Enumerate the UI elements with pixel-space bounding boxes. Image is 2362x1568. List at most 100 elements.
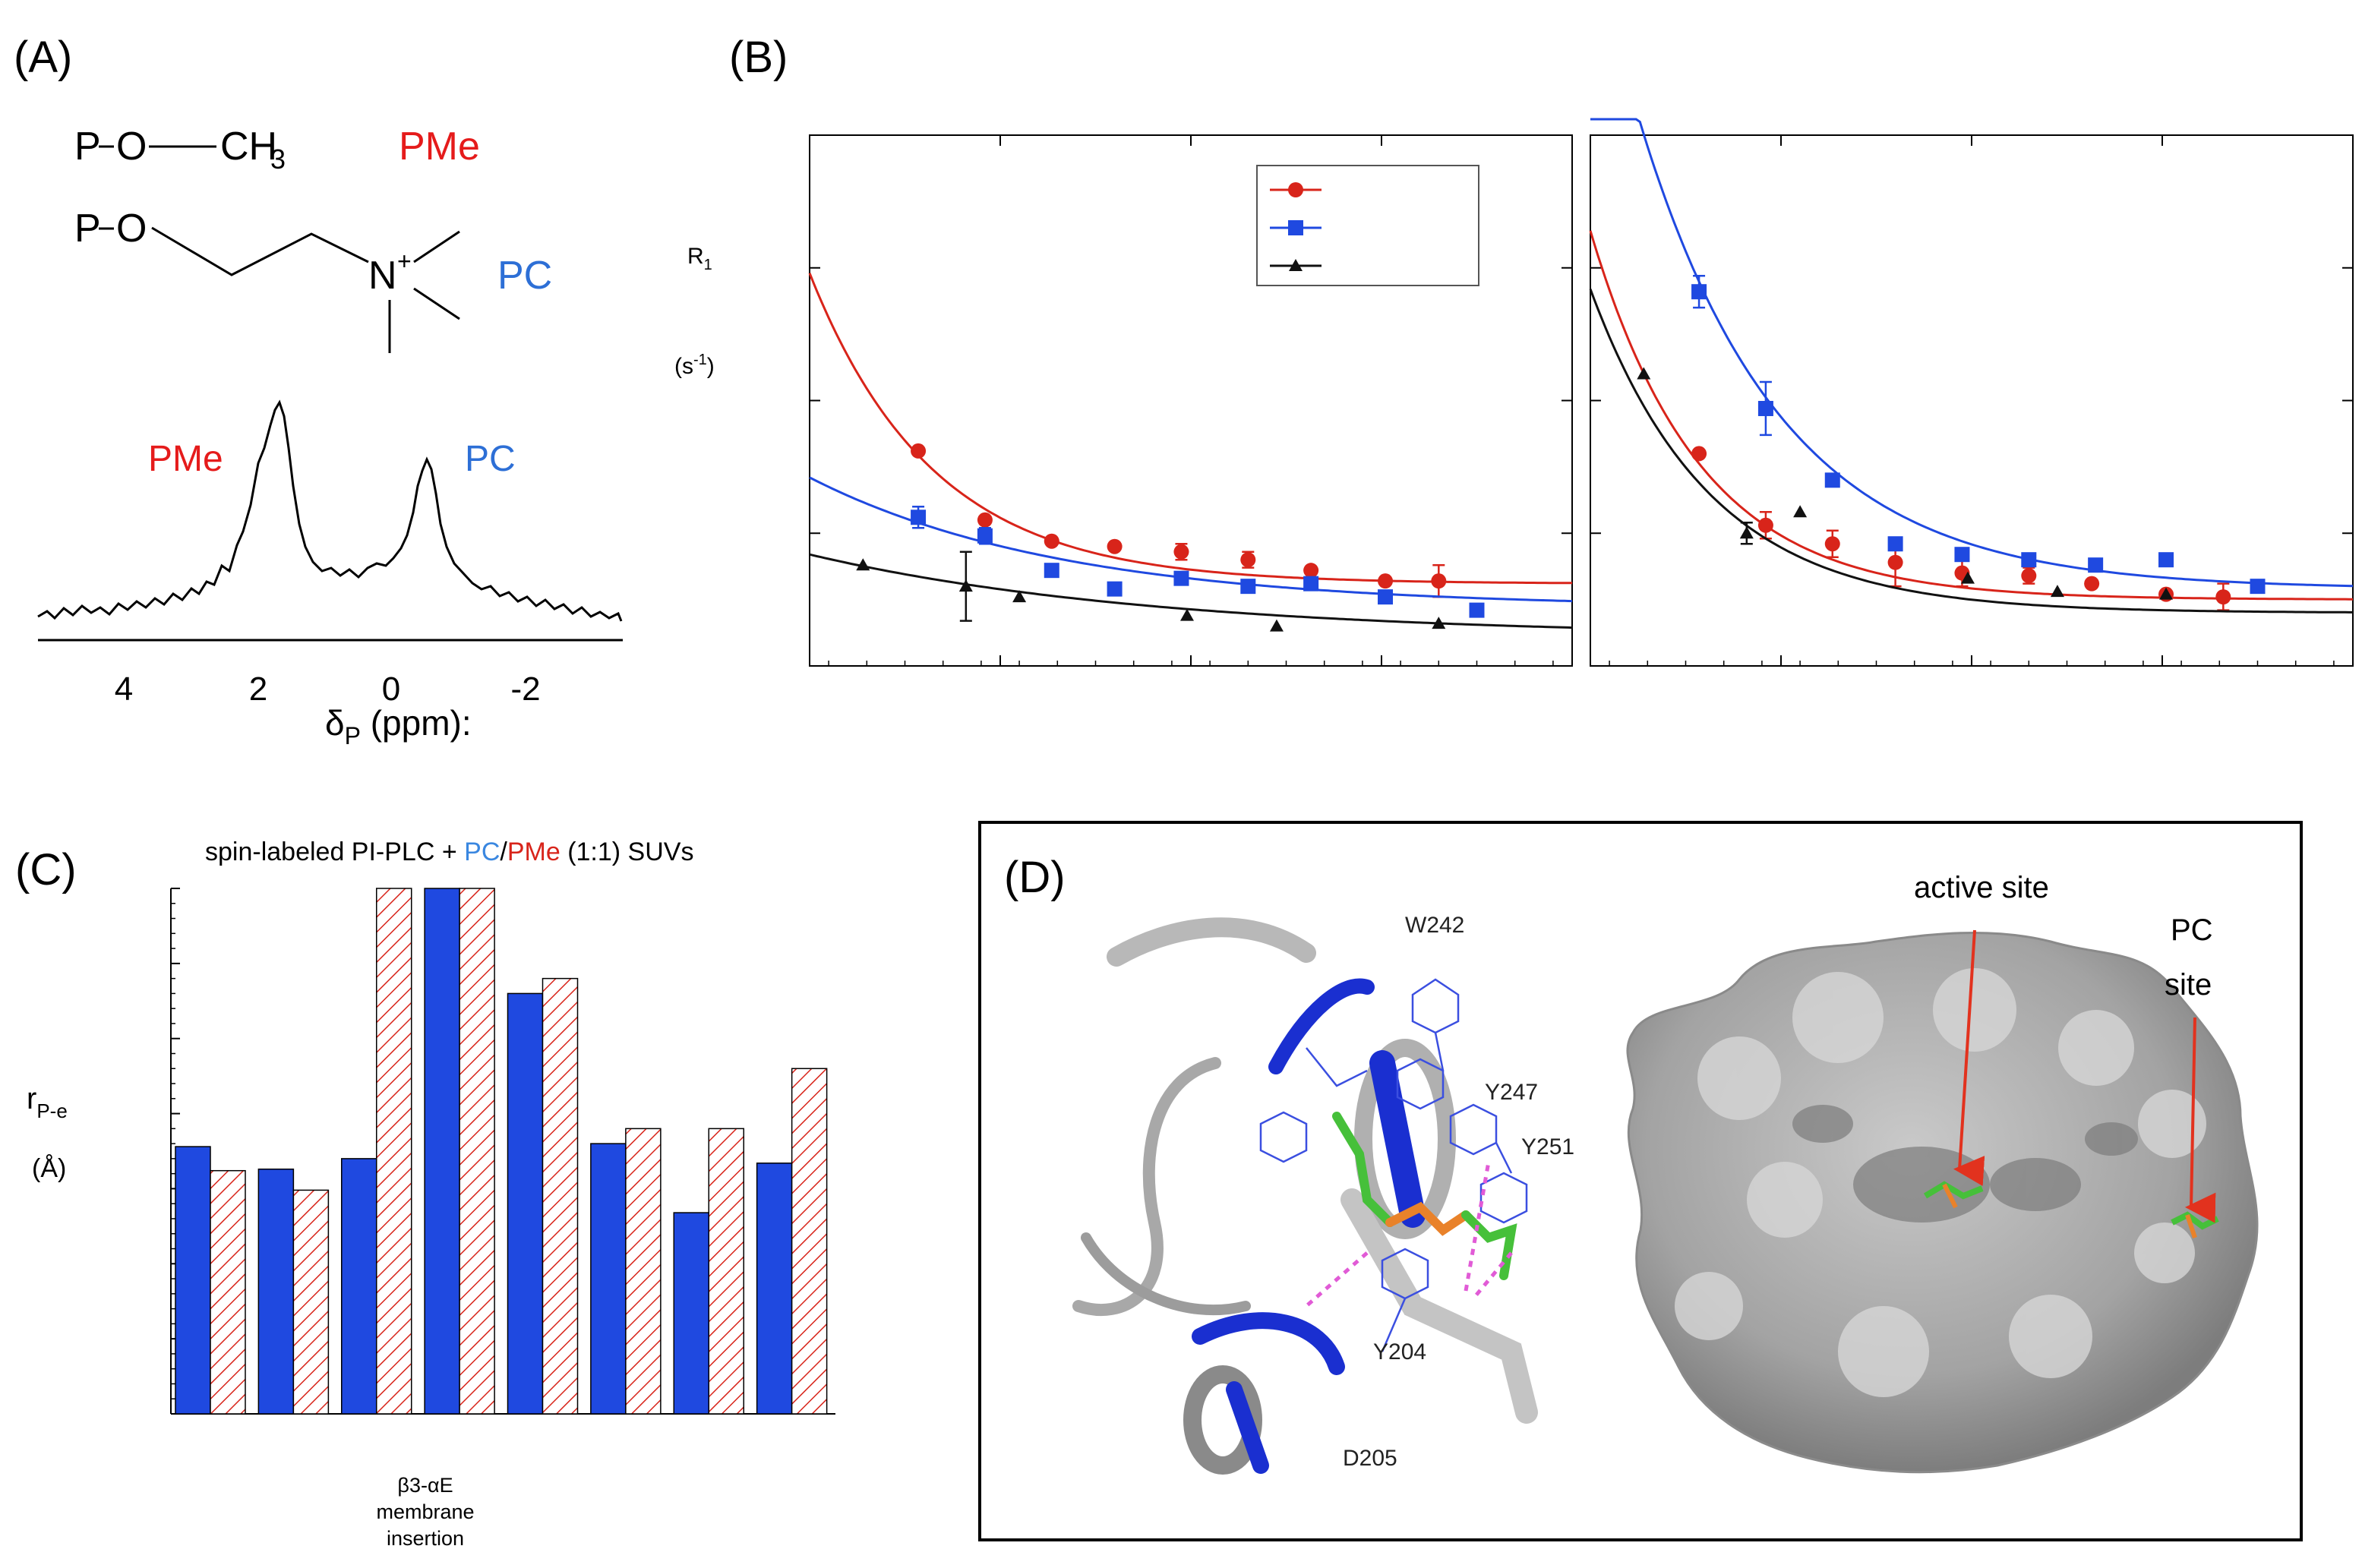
residue-y251: Y251 [1521, 1134, 1574, 1159]
bar-pme-w47c [210, 1171, 245, 1414]
pc-name: PC [497, 254, 552, 298]
pc-site-label-2: site [2165, 968, 2212, 1002]
data-point [1888, 536, 1903, 551]
spectrum-peak-pme: PMe [148, 439, 223, 479]
svg-text:N: N [368, 254, 397, 298]
panel-c-chart [171, 888, 835, 1414]
data-point [1378, 573, 1393, 588]
data-point [1173, 571, 1189, 586]
nmr-tick-minus2: -2 [510, 670, 540, 708]
bar-pme-n220c [543, 979, 578, 1414]
active-site-label: active site [1914, 871, 2049, 904]
nmr-x-label: δP (ppm): [325, 703, 472, 749]
data-point [1758, 401, 1773, 416]
data-point [1691, 446, 1707, 461]
data-point [1303, 563, 1318, 578]
bar-pme-n243c [792, 1068, 827, 1414]
svg-text:3: 3 [270, 144, 286, 175]
nmr-tick-2: 2 [249, 670, 267, 708]
data-point [1240, 552, 1255, 567]
data-point [1954, 547, 1969, 562]
svg-text:+: + [397, 248, 412, 275]
relaxation-chart-pme: R1 (s-1) [674, 135, 1572, 666]
series-d205c-sl [1590, 119, 2353, 594]
panel-c-ylabel: rP-e [27, 1082, 68, 1122]
bar-pc-h82c [258, 1169, 293, 1414]
data-point [1470, 603, 1485, 618]
fit-curve-w47c-sl [810, 273, 1572, 583]
bar-pme-y118c [377, 888, 412, 1414]
svg-text:P: P [74, 207, 101, 251]
y-axis-unit-exp: -1 [693, 352, 707, 368]
nmr-tick-4: 4 [115, 670, 133, 708]
series-n168c-sl [810, 552, 1572, 632]
pme-structure: P O CH 3 PMe [74, 125, 480, 175]
svg-text:insertion: insertion [387, 1527, 464, 1550]
data-point [2158, 552, 2174, 567]
p31-nmr-spectrum: PMe PC 4 2 0 -2 δP (ppm): [38, 402, 623, 749]
data-point [1431, 573, 1446, 588]
data-point [2084, 576, 2099, 592]
panel-c-title: spin-labeled PI-PLC + PC/PMe (1:1) SUVs [205, 838, 693, 866]
bar-pc-n220c [508, 993, 543, 1414]
data-point [1044, 534, 1059, 549]
fit-curve-d205c-sl [1590, 119, 2353, 586]
data-point [1107, 539, 1123, 554]
y-axis-title-sub: 1 [704, 257, 712, 273]
data-point [977, 513, 993, 528]
data-point [1637, 368, 1650, 380]
series-w47c-sl [810, 273, 1572, 597]
data-point [911, 443, 926, 459]
y-axis-title-main: R [687, 244, 704, 269]
residue-w242: W242 [1405, 913, 1464, 938]
data-point [977, 528, 993, 544]
data-point [1173, 544, 1189, 560]
residue-y204: Y204 [1373, 1339, 1426, 1365]
svg-text:P: P [74, 125, 101, 169]
data-point [2088, 557, 2103, 573]
residue-y247: Y247 [1485, 1080, 1538, 1105]
y-axis-unit: (s-1) [674, 352, 715, 379]
y-axis-unit-close: ) [707, 354, 715, 379]
panel-d-label: (D) [1004, 853, 1066, 902]
data-point [2021, 552, 2036, 567]
bar-pc-m121c [425, 888, 459, 1414]
bar-pc-w47c [175, 1147, 210, 1414]
svg-text:CH: CH [220, 125, 277, 169]
pme-name: PMe [399, 125, 480, 169]
data-point [1758, 518, 1773, 533]
data-point [1825, 536, 1840, 551]
data-point [2021, 568, 2036, 583]
nmr-tick-0: 0 [382, 670, 400, 708]
panel-a-label: (A) [14, 33, 72, 82]
data-point [1107, 582, 1123, 597]
pc-structure: P O N + PC [74, 207, 552, 353]
data-point [1825, 472, 1840, 487]
data-point [2250, 579, 2266, 594]
spectrum-peak-pc: PC [465, 439, 516, 479]
data-point [1303, 576, 1318, 592]
svg-text:O: O [116, 207, 147, 251]
data-point [911, 510, 926, 525]
bar-pc-w280c [591, 1144, 626, 1414]
legend-marker [1288, 182, 1303, 197]
svg-text:β3-αE: β3-αE [397, 1474, 453, 1497]
svg-text:membrane: membrane [376, 1500, 474, 1523]
bar-pc-n243c [757, 1163, 792, 1414]
y-axis-unit-open: (s [674, 354, 693, 379]
bar-pc-d205c [674, 1213, 709, 1414]
panel-b-charts: R1 (s-1) [674, 119, 2353, 666]
data-point [1240, 579, 1255, 594]
data-point [2051, 585, 2064, 597]
panel-b-label: (B) [729, 33, 788, 82]
pc-site-label-1: PC [2171, 913, 2213, 947]
data-point [1793, 505, 1807, 517]
relaxation-chart-pc [1590, 119, 2353, 666]
series-d205c-sl [810, 478, 1572, 618]
residue-d205: D205 [1343, 1446, 1397, 1471]
y-axis-title: R1 [687, 244, 712, 273]
bar-pme-h82c [293, 1190, 328, 1414]
data-point [1691, 284, 1707, 299]
panel-d: (D) W242 [980, 822, 2301, 1540]
panel-c-xnote: β3-αE membrane insertion [376, 1474, 474, 1550]
